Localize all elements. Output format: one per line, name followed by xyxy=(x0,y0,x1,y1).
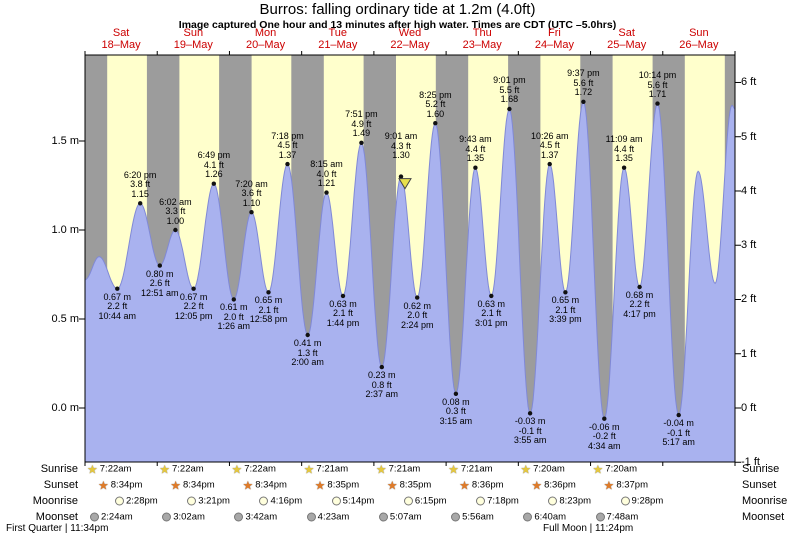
tide-extreme-dot xyxy=(340,293,346,299)
moonset-row-label-right: Moonset xyxy=(742,511,785,523)
tide-extreme-dot xyxy=(305,332,310,338)
sunrise-row-label-right: Sunrise xyxy=(742,463,780,475)
tide-extreme-dot xyxy=(602,416,607,421)
moonrise-row-label-left: Moonrise xyxy=(32,495,78,507)
tide-extreme-dot xyxy=(191,286,196,291)
tide-extreme-dot xyxy=(211,181,216,186)
tide-extreme-dot xyxy=(433,121,438,126)
moonrise-row-label-right: Moonrise xyxy=(742,495,788,507)
tide-extreme-dot xyxy=(398,174,404,179)
plot-frame xyxy=(84,54,736,463)
tide-extreme-dot xyxy=(138,201,143,206)
page-subtitle: Image captured One hour and 13 minutes a… xyxy=(178,19,617,31)
tide-extreme-dot xyxy=(581,99,586,105)
tide-extreme-dot xyxy=(563,290,568,295)
tide-extreme-dot xyxy=(676,412,681,418)
tide-extreme-dot xyxy=(489,293,494,299)
sunrise-row-label-left: Sunrise xyxy=(40,463,78,475)
tide-extreme-dot xyxy=(379,364,384,370)
tide-extreme-dot xyxy=(507,106,512,112)
tide-extreme-dot xyxy=(359,140,364,145)
tide-extreme-dot xyxy=(473,165,478,170)
tide-extreme-dot xyxy=(637,284,642,290)
tide-extreme-dot xyxy=(415,295,420,300)
tide-extreme-dot xyxy=(266,290,271,295)
page-title: Burros: falling ordinary tide at 1.2m (4… xyxy=(259,1,536,18)
tide-extreme-dot xyxy=(324,190,329,195)
tide-extreme-dot xyxy=(157,263,162,268)
tide-extreme-dot xyxy=(621,165,627,170)
tide-extreme-dot xyxy=(527,411,533,416)
moon-phase-first-quarter: First Quarter | 11:34pm xyxy=(6,523,109,534)
tide-extreme-dot xyxy=(231,297,236,302)
sunset-row-label-left: Sunset xyxy=(43,479,78,491)
tide-extreme-dot xyxy=(249,210,254,215)
moonset-row-label-left: Moonset xyxy=(35,511,78,523)
tide-extreme-dot xyxy=(655,101,660,106)
tide-extreme-dot xyxy=(547,161,552,167)
tide-extreme-dot xyxy=(115,286,120,291)
moon-phase-full-moon: Full Moon | 11:24pm xyxy=(543,523,634,534)
tide-extreme-dot xyxy=(453,391,459,396)
sunset-row-label-right: Sunset xyxy=(742,479,777,491)
tide-extreme-dot xyxy=(285,161,290,167)
tide-area xyxy=(85,101,735,463)
tide-extreme-dot xyxy=(173,227,178,233)
current-tide-marker xyxy=(398,178,412,190)
